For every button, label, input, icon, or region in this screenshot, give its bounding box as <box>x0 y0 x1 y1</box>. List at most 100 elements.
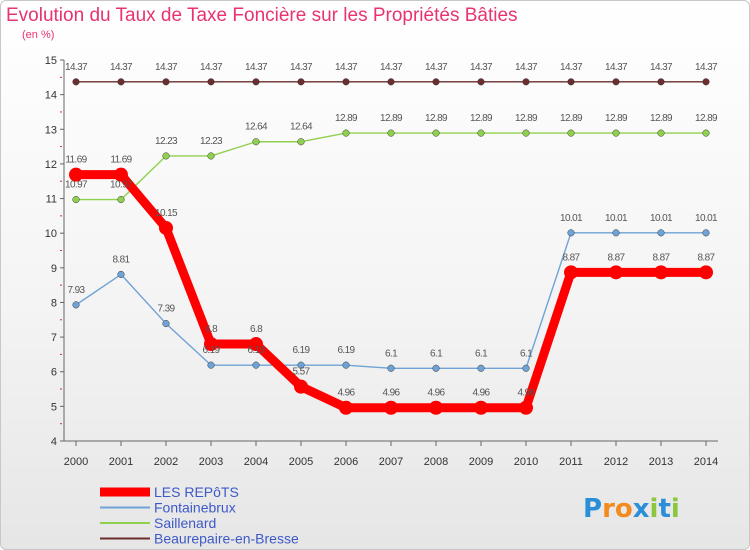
data-point-saillenard <box>612 129 620 137</box>
logo-letter: P <box>583 494 602 524</box>
data-label-fontainebrux: 6.1 <box>520 348 533 359</box>
data-point-beaurepaire-en-bresse <box>72 78 80 86</box>
data-point-les-repots <box>429 400 443 415</box>
logo-text: Proxiti <box>583 494 680 524</box>
data-point-saillenard <box>162 152 170 160</box>
data-point-saillenard <box>387 129 395 137</box>
data-point-beaurepaire-en-bresse <box>432 78 440 86</box>
data-label-beaurepaire-en-bresse: 14.37 <box>470 62 493 73</box>
data-label-fontainebrux: 6.1 <box>385 348 398 359</box>
data-label-saillenard: 10.97 <box>65 180 88 191</box>
x-tick-label: 2014 <box>694 456 718 468</box>
y-tick-label: 5 <box>51 401 57 413</box>
x-tick-label: 2000 <box>64 456 88 468</box>
data-label-fontainebrux: 10.01 <box>605 213 628 224</box>
data-label-les-repots: 5.57 <box>292 367 310 378</box>
data-point-beaurepaire-en-bresse <box>117 78 125 86</box>
y-axis-ticks: 4 5 6 7 8 9 10 11 12 13 14 15 <box>45 55 64 448</box>
data-point-fontainebrux <box>612 229 620 237</box>
data-label-les-repots: 4.96 <box>427 388 445 399</box>
data-point-beaurepaire-en-bresse <box>297 78 305 86</box>
data-point-les-repots <box>204 337 218 352</box>
data-label-les-repots: 10.15 <box>155 208 178 219</box>
proxiti-logo: Proxiti <box>583 494 680 524</box>
data-point-saillenard <box>657 129 665 137</box>
x-tick-label: 2001 <box>109 456 133 468</box>
data-point-fontainebrux <box>702 229 710 237</box>
data-point-fontainebrux <box>387 364 395 372</box>
data-point-beaurepaire-en-bresse <box>387 78 395 86</box>
data-point-fontainebrux <box>72 301 80 309</box>
data-point-les-repots <box>114 167 128 182</box>
legend-label-beaurepaire-en-bresse: Beaurepaire-en-Bresse <box>154 531 299 547</box>
y-tick-label: 11 <box>46 194 57 206</box>
y-tick-label: 8 <box>51 297 57 309</box>
data-point-les-repots <box>69 167 83 182</box>
data-point-beaurepaire-en-bresse <box>612 78 620 86</box>
data-label-fontainebrux: 6.1 <box>430 348 443 359</box>
data-point-saillenard <box>117 196 125 204</box>
data-label-fontainebrux: 6.19 <box>337 345 355 356</box>
data-point-les-repots <box>609 265 623 280</box>
data-label-saillenard: 12.89 <box>650 113 673 124</box>
data-label-beaurepaire-en-bresse: 14.37 <box>245 62 268 73</box>
data-label-beaurepaire-en-bresse: 14.37 <box>515 62 538 73</box>
x-tick-label: 2011 <box>559 456 583 468</box>
data-point-fontainebrux <box>297 361 305 369</box>
data-point-fontainebrux <box>657 229 665 237</box>
x-tick-label: 2002 <box>154 456 178 468</box>
data-point-fontainebrux <box>162 320 170 328</box>
data-point-les-repots <box>474 400 488 415</box>
data-point-les-repots <box>564 265 578 280</box>
x-tick-label: 2008 <box>424 456 448 468</box>
data-label-saillenard: 12.89 <box>335 113 358 124</box>
data-point-les-repots <box>519 400 533 415</box>
data-point-les-repots <box>339 400 353 415</box>
logo-letter: x <box>633 494 650 524</box>
data-point-saillenard <box>567 129 575 137</box>
data-point-les-repots <box>384 400 398 415</box>
y-tick-label: 13 <box>45 124 57 136</box>
data-label-fontainebrux: 6.19 <box>202 345 220 356</box>
data-label-fontainebrux: 7.93 <box>67 285 85 296</box>
data-point-saillenard <box>207 152 215 160</box>
series-layer <box>69 78 713 415</box>
x-tick-label: 2010 <box>514 456 538 468</box>
x-tick-label: 2007 <box>379 456 403 468</box>
data-label-les-repots: 6.8 <box>250 324 263 335</box>
data-point-fontainebrux <box>477 364 485 372</box>
data-point-beaurepaire-en-bresse <box>252 78 260 86</box>
data-point-saillenard <box>342 129 350 137</box>
data-label-les-repots: 4.96 <box>382 388 400 399</box>
logo-letter: t <box>658 494 670 524</box>
data-label-saillenard: 10.97 <box>110 180 133 191</box>
data-label-beaurepaire-en-bresse: 14.37 <box>335 62 358 73</box>
data-point-beaurepaire-en-bresse <box>702 78 710 86</box>
data-label-les-repots: 4.96 <box>337 388 355 399</box>
data-label-saillenard: 12.89 <box>605 113 628 124</box>
logo-letter: o <box>615 494 633 524</box>
x-axis-ticks: 2000 2001 2002 2003 2004 2005 2006 2007 2008 2009… <box>64 441 718 468</box>
data-label-les-repots: 4.96 <box>517 388 535 399</box>
data-point-les-repots <box>699 265 713 280</box>
x-tick-label: 2009 <box>469 456 493 468</box>
data-label-les-repots: 4.96 <box>472 388 490 399</box>
y-tick-label: 12 <box>45 159 57 171</box>
data-label-beaurepaire-en-bresse: 14.37 <box>290 62 313 73</box>
data-point-les-repots <box>249 337 263 352</box>
data-point-saillenard <box>252 138 260 146</box>
data-label-les-repots: 8.87 <box>652 252 670 263</box>
data-label-les-repots: 8.87 <box>697 252 715 263</box>
data-point-saillenard <box>72 196 80 204</box>
x-tick-label: 2006 <box>334 456 358 468</box>
data-label-saillenard: 12.64 <box>245 122 268 133</box>
data-label-fontainebrux: 8.81 <box>112 254 130 265</box>
data-point-saillenard <box>432 129 440 137</box>
data-label-les-repots: 11.69 <box>65 155 87 166</box>
data-point-fontainebrux <box>567 229 575 237</box>
data-point-beaurepaire-en-bresse <box>162 78 170 86</box>
legend-label-les-repots: LES REPôTS <box>154 484 239 500</box>
data-point-fontainebrux <box>522 364 530 372</box>
data-label-fontainebrux: 6.19 <box>292 345 310 356</box>
